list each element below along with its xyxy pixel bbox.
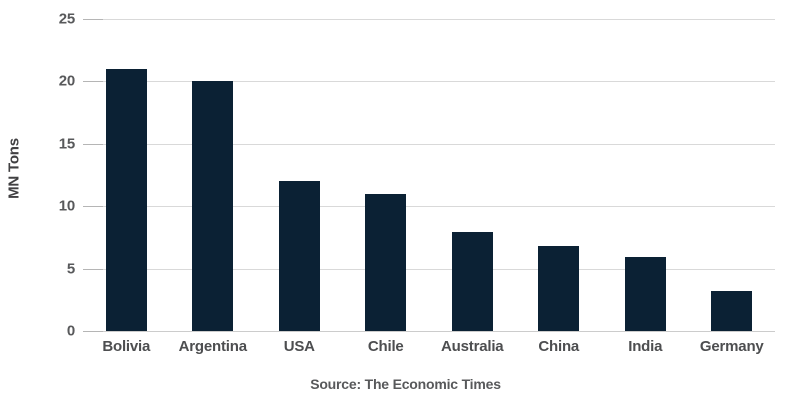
y-tick-mark-0 bbox=[83, 331, 103, 332]
bar-germany bbox=[711, 291, 753, 331]
y-axis-title: MN Tons bbox=[5, 138, 23, 199]
y-tick-mark-5 bbox=[83, 268, 103, 270]
x-label-bolivia: Bolivia bbox=[102, 338, 151, 355]
y-tick-mark-15 bbox=[83, 143, 103, 145]
gridline-0 bbox=[83, 331, 775, 332]
x-label-chile: Chile bbox=[367, 338, 404, 355]
x-label-australia: Australia bbox=[441, 338, 504, 355]
y-tick-label-20: 20 bbox=[58, 72, 75, 90]
gridline-20 bbox=[83, 81, 775, 82]
x-label-germany: Germany bbox=[699, 338, 764, 355]
gridline-25 bbox=[83, 18, 775, 20]
x-label-argentina: Argentina bbox=[178, 338, 247, 355]
y-tick-mark-10 bbox=[83, 206, 103, 207]
y-tick-mark-25 bbox=[83, 18, 103, 20]
source-caption: Source: The Economic Times bbox=[310, 376, 501, 392]
y-tick-label-25: 25 bbox=[58, 10, 75, 27]
bar-usa bbox=[278, 181, 320, 331]
y-tick-label-10: 10 bbox=[58, 197, 75, 215]
bar-bolivia bbox=[105, 68, 147, 331]
bar-china bbox=[538, 246, 580, 331]
x-label-india: India bbox=[628, 338, 663, 355]
gridline-15 bbox=[83, 143, 775, 145]
bar-australia bbox=[451, 232, 493, 331]
gridline-10 bbox=[83, 206, 775, 207]
y-tick-label-0: 0 bbox=[66, 322, 75, 340]
gridline-5 bbox=[83, 268, 775, 270]
bar-argentina bbox=[192, 81, 234, 331]
bar-india bbox=[624, 257, 666, 331]
y-tick-label-5: 5 bbox=[66, 260, 75, 277]
y-tick-label-15: 15 bbox=[58, 135, 75, 152]
bar-chile bbox=[365, 193, 407, 331]
y-tick-mark-20 bbox=[83, 81, 103, 82]
x-label-usa: USA bbox=[283, 338, 315, 355]
x-label-china: China bbox=[538, 338, 580, 355]
